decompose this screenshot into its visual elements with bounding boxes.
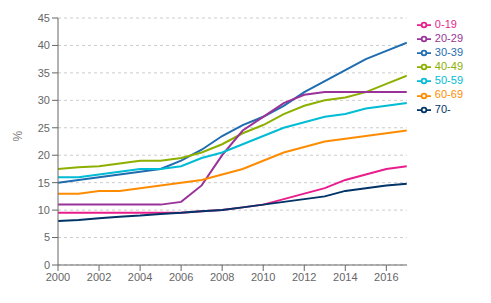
svg-text:2016: 2016 bbox=[374, 271, 398, 283]
svg-text:15: 15 bbox=[38, 177, 50, 189]
svg-text:2000: 2000 bbox=[46, 271, 70, 283]
svg-text:0: 0 bbox=[44, 259, 50, 271]
svg-text:2010: 2010 bbox=[251, 271, 275, 283]
svg-text:5: 5 bbox=[44, 231, 50, 243]
svg-text:35: 35 bbox=[38, 67, 50, 79]
html-text:20-29: 20-29 bbox=[434, 32, 463, 45]
html-text:40-49: 40-49 bbox=[434, 60, 463, 73]
svg-text:2012: 2012 bbox=[292, 271, 316, 283]
svg-text:2004: 2004 bbox=[128, 271, 152, 283]
svg-text:20: 20 bbox=[38, 149, 50, 161]
svg-text:2014: 2014 bbox=[333, 271, 357, 283]
svg-text:%: % bbox=[11, 131, 25, 142]
svg-text:10: 10 bbox=[38, 204, 50, 216]
svg-text:2002: 2002 bbox=[87, 271, 111, 283]
svg-text:30: 30 bbox=[38, 94, 50, 106]
svg-text:2008: 2008 bbox=[210, 271, 234, 283]
svg-text:2006: 2006 bbox=[169, 271, 193, 283]
html-text:70-: 70- bbox=[434, 102, 451, 115]
html-text:0-19: 0-19 bbox=[434, 18, 457, 30]
svg-text:45: 45 bbox=[38, 12, 50, 24]
html-text:60-69: 60-69 bbox=[434, 88, 463, 101]
html-text:30-39: 30-39 bbox=[434, 46, 463, 59]
svg-text:25: 25 bbox=[38, 122, 50, 134]
html-text:50-59: 50-59 bbox=[434, 74, 463, 87]
svg-text:40: 40 bbox=[38, 39, 50, 51]
